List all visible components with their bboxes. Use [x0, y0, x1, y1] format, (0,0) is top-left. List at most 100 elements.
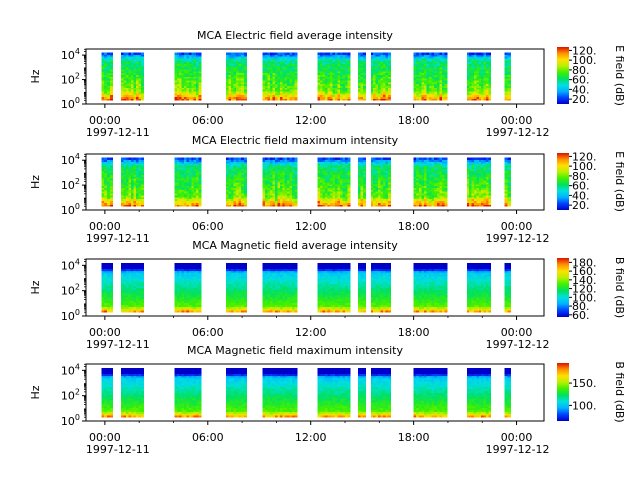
heatmap-cell [121, 78, 125, 81]
heatmap-cell [345, 76, 349, 79]
heatmap-cell [380, 161, 384, 164]
heatmap-cell [434, 74, 438, 77]
heatmap-cell [101, 178, 105, 181]
heatmap-cell [272, 76, 276, 79]
heatmap-cell [342, 165, 346, 168]
heatmap-cell [228, 98, 232, 101]
heatmap-cell [109, 161, 113, 164]
heatmap-cell [388, 74, 391, 77]
heatmap-cell [385, 195, 389, 198]
heatmap-cell [345, 185, 349, 188]
heatmap-cell [243, 191, 247, 194]
heatmap-cell [184, 191, 187, 194]
heatmap-cell [284, 76, 288, 79]
heatmap-cell [121, 63, 125, 66]
heatmap-cell [279, 93, 283, 96]
heatmap-cell [274, 54, 278, 57]
heatmap-cell [330, 94, 334, 98]
heatmap-cell [174, 89, 178, 92]
heatmap-cell [347, 52, 351, 55]
heatmap-cell [270, 198, 273, 202]
heatmap-cell [474, 98, 477, 101]
heatmap-cell [193, 89, 197, 92]
heatmap-cell [104, 180, 108, 183]
heatmap-cell [198, 174, 202, 177]
heatmap-cell [279, 56, 283, 59]
heatmap-cell [423, 85, 427, 88]
heatmap-cell [138, 60, 142, 63]
heatmap-cell [191, 202, 195, 205]
heatmap-cell [238, 89, 242, 92]
heatmap-cell [243, 183, 247, 187]
heatmap-cell [345, 200, 349, 203]
heatmap-cell [330, 76, 334, 79]
heatmap-cell [236, 172, 240, 175]
heatmap-cell [363, 168, 366, 172]
heatmap-cell [421, 178, 425, 181]
heatmap-cell [233, 85, 237, 88]
heatmap-cell [233, 193, 237, 196]
heatmap-cell [131, 52, 134, 55]
heatmap-cell [241, 180, 245, 183]
heatmap-cell [320, 82, 323, 85]
heatmap-cell [373, 165, 377, 168]
heatmap-cell [373, 191, 377, 194]
heatmap-cell [347, 161, 351, 164]
heatmap-cell [265, 96, 268, 99]
heatmap-cell [265, 193, 268, 196]
heatmap-cell [174, 159, 178, 162]
heatmap-cell [198, 94, 202, 98]
heatmap-cell [317, 167, 321, 170]
heatmap-cell [287, 96, 291, 99]
heatmap-cell [131, 76, 134, 79]
heatmap-cell [243, 71, 247, 74]
heatmap-cell [330, 98, 334, 101]
heatmap-cell [418, 167, 422, 170]
heatmap-cell [416, 200, 420, 203]
heatmap-cell [272, 193, 276, 196]
heatmap-cell [225, 93, 229, 96]
heatmap-cell [488, 74, 492, 77]
heatmap-cell [265, 202, 268, 205]
heatmap-cell [466, 56, 470, 59]
heatmap-cell [345, 159, 349, 162]
heatmap-cell [429, 98, 433, 101]
heatmap-cell [233, 58, 237, 61]
heatmap-cell [193, 91, 197, 94]
heatmap-cell [121, 60, 125, 63]
heatmap-cell [378, 202, 382, 205]
heatmap-cell [265, 198, 268, 202]
heatmap-cell [429, 83, 433, 87]
heatmap-cell [262, 161, 266, 164]
heatmap-cell [434, 76, 438, 79]
heatmap-cell [109, 89, 113, 92]
heatmap-cell [476, 80, 480, 83]
heatmap-cell [265, 165, 268, 168]
heatmap-cell [342, 183, 346, 187]
heatmap-cell [267, 165, 271, 168]
heatmap-cell [184, 80, 187, 83]
heatmap-cell [322, 161, 326, 164]
heatmap-cell [429, 58, 433, 61]
heatmap-cell [340, 76, 344, 79]
heatmap-cell [230, 200, 234, 203]
heatmap-cell [230, 63, 234, 66]
heatmap-cell [181, 91, 185, 94]
heatmap-cell [265, 176, 268, 179]
heatmap-cell [181, 170, 185, 174]
heatmap-cell [136, 54, 139, 57]
heatmap-cell [131, 204, 134, 207]
heatmap-cell [421, 182, 425, 185]
heatmap-cell [317, 185, 321, 188]
heatmap-cell [131, 96, 134, 99]
heatmap-cell [128, 94, 132, 98]
heatmap-cell [335, 87, 339, 90]
heatmap-cell [330, 58, 334, 61]
heatmap-cell [421, 87, 425, 90]
heatmap-cell [507, 91, 511, 94]
heatmap-cell [193, 54, 197, 57]
heatmap-cell [320, 187, 323, 190]
heatmap-cell [140, 176, 144, 179]
heatmap-cell [434, 91, 438, 94]
heatmap-cell [131, 165, 134, 168]
